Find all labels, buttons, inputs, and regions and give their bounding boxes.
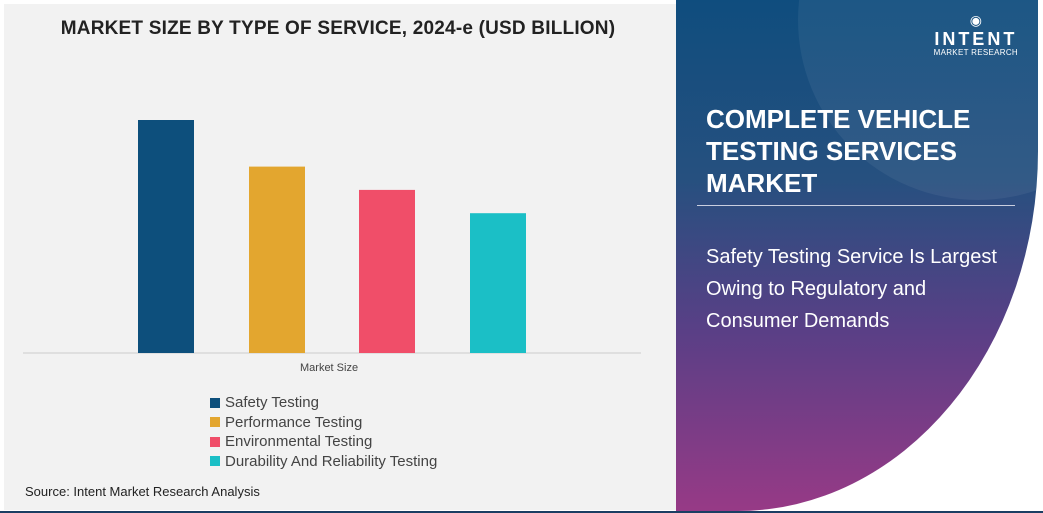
legend-swatch xyxy=(210,397,220,408)
source-note: Source: Intent Market Research Analysis xyxy=(25,484,260,499)
market-subtitle: Safety Testing Service Is Largest Owing … xyxy=(706,246,997,332)
legend-item: Environmental Testing xyxy=(210,432,437,452)
info-panel: ◉ INTENT MARKET RESEARCH COMPLETE VEHICL… xyxy=(676,0,1038,511)
legend: Safety Testing Performance Testing Environ… xyxy=(210,393,437,471)
divider xyxy=(697,205,1015,206)
bar-3 xyxy=(470,213,526,353)
legend-swatch xyxy=(210,436,220,447)
chart-title: MARKET SIZE BY TYPE OF SERVICE, 2024-e (… xyxy=(60,18,616,39)
logo: ◉ INTENT MARKET RESEARCH xyxy=(933,12,1018,57)
legend-label: Environmental Testing xyxy=(225,433,373,451)
bar-0 xyxy=(138,120,194,353)
legend-label: Durability And Reliability Testing xyxy=(225,452,438,470)
legend-item: Performance Testing xyxy=(210,413,437,433)
market-title: COMPLETE VEHICLE TESTING SERVICES MARKET xyxy=(706,104,971,198)
bar-1 xyxy=(249,166,305,353)
bottom-border xyxy=(0,511,1043,513)
x-category-label: Market Size xyxy=(300,362,359,374)
chart-panel xyxy=(4,4,676,510)
bar-2 xyxy=(359,189,415,353)
legend-label: Performance Testing xyxy=(225,413,363,431)
legend-item: Durability And Reliability Testing xyxy=(210,452,437,472)
legend-swatch xyxy=(210,417,220,428)
signal-icon: ◉ xyxy=(969,12,982,28)
legend-label: Safety Testing xyxy=(225,394,319,412)
legend-swatch xyxy=(210,456,220,467)
legend-item: Safety Testing xyxy=(210,393,437,413)
bar-chart xyxy=(23,120,641,354)
